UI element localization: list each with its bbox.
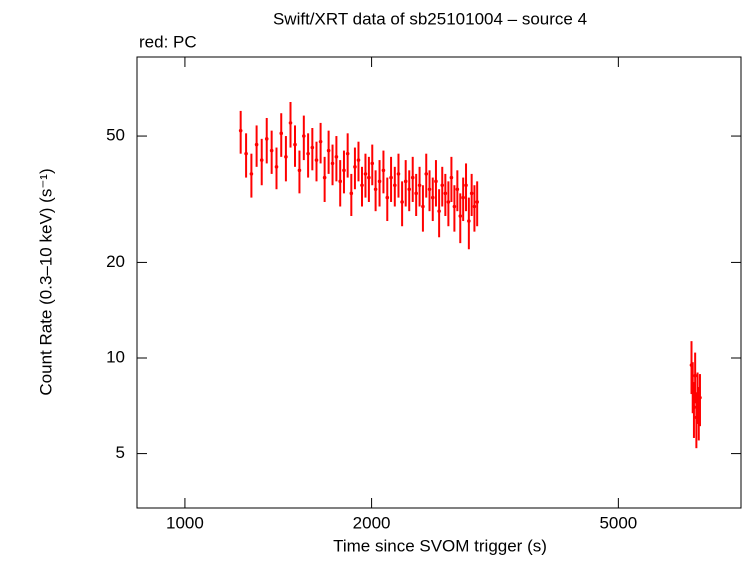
data-point [314, 158, 319, 162]
data-point [318, 139, 323, 144]
data-point [330, 161, 335, 166]
data-point [367, 175, 371, 180]
y-axis-label: Count Rate (0.3–10 keV) (s⁻¹) [36, 168, 55, 395]
data-point [360, 183, 364, 188]
data-point [293, 142, 297, 147]
data-point [259, 158, 264, 162]
data-point [342, 168, 346, 173]
data-point [373, 187, 378, 192]
data-point [288, 121, 293, 125]
data-point [440, 183, 445, 188]
data-point [356, 158, 361, 162]
data-point [392, 183, 397, 188]
data-point [363, 172, 368, 176]
data-point [264, 137, 269, 141]
data-point [269, 148, 274, 153]
x-tick-label: 2000 [353, 513, 391, 532]
data-point [279, 131, 284, 136]
data-point [693, 373, 697, 378]
data-point [434, 179, 438, 184]
data-point [310, 145, 315, 150]
data-point [244, 151, 248, 156]
data-point [385, 195, 390, 200]
data-point [449, 175, 454, 180]
data-point [297, 168, 302, 173]
data-point [254, 142, 259, 147]
annotation: red: PC [139, 32, 197, 51]
data-point [400, 200, 404, 204]
data-point [698, 395, 702, 400]
data-point [458, 214, 463, 218]
data-point [452, 204, 457, 209]
data-point [396, 172, 401, 176]
y-tick-label: 20 [106, 252, 125, 271]
data-point [377, 179, 382, 184]
data-point [414, 191, 418, 196]
data-point [345, 151, 350, 156]
plot-frame [136, 56, 742, 509]
data-point [322, 175, 327, 180]
data-point [469, 191, 474, 196]
data-point [475, 200, 479, 204]
y-tick-label: 50 [106, 126, 125, 145]
data-point [455, 187, 460, 192]
data-point [472, 204, 477, 209]
data-point [443, 191, 448, 196]
data-point [284, 155, 288, 159]
data-point [427, 187, 432, 192]
y-tick-label: 5 [116, 443, 125, 462]
data-point [692, 405, 696, 409]
data-point [349, 191, 354, 196]
data-point [302, 134, 306, 138]
chart-title: Swift/XRT data of sb25101004 – source 4 [273, 9, 587, 28]
data-point [306, 151, 310, 156]
data-point [410, 175, 415, 180]
data-point [407, 187, 412, 192]
data-point [389, 175, 393, 180]
y-tick-label: 10 [106, 347, 125, 366]
data-point [249, 172, 254, 176]
data-point [326, 148, 331, 153]
data-point [403, 179, 408, 184]
data-point [381, 168, 386, 173]
data-point [353, 165, 357, 169]
data-point [467, 219, 471, 223]
x-tick-label: 5000 [599, 513, 637, 532]
data-point [430, 195, 435, 200]
x-tick-label: 1000 [166, 513, 204, 532]
data-point [446, 200, 451, 204]
data-point [338, 179, 343, 184]
data-point [461, 195, 465, 200]
data-point [238, 128, 243, 133]
data-point [464, 183, 468, 188]
data-point [437, 209, 441, 213]
data-point [424, 172, 429, 176]
data-point [274, 165, 279, 169]
data-point [417, 183, 422, 188]
x-axis-label: Time since SVOM trigger (s) [333, 536, 547, 555]
data-point [370, 161, 375, 166]
data-point [421, 204, 425, 209]
data-point [334, 155, 339, 159]
